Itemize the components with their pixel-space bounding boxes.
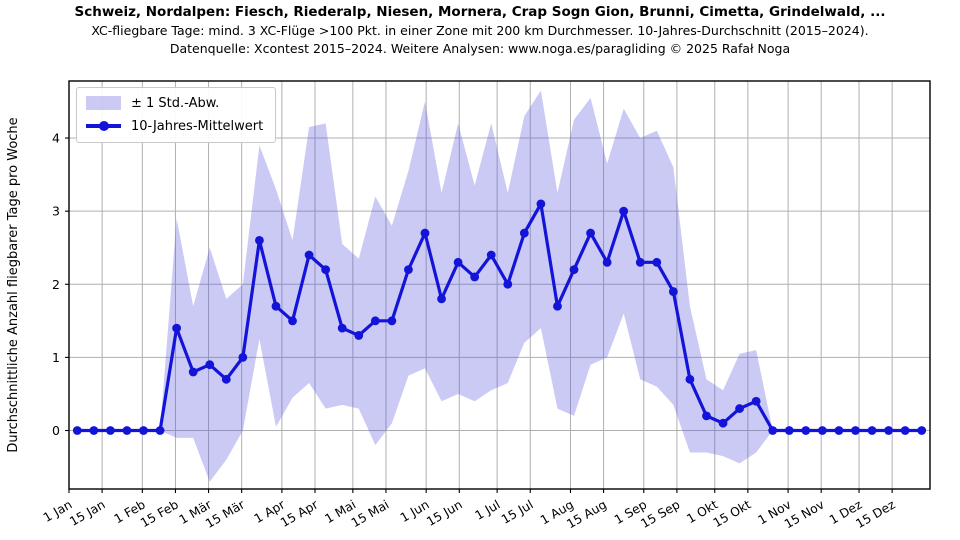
mean-point <box>867 426 877 435</box>
mean-point <box>702 411 711 421</box>
mean-point <box>817 426 827 435</box>
plot-border <box>68 80 931 490</box>
legend-mean-marker-icon <box>98 121 109 131</box>
x-tick-label: 15 Feb <box>138 497 181 530</box>
mean-point <box>519 228 529 238</box>
mean-point <box>718 418 728 428</box>
x-tick-label: 15 Jun <box>424 497 465 529</box>
mean-point <box>288 316 297 326</box>
y-tick-label: 2 <box>52 277 60 292</box>
mean-point <box>172 323 182 333</box>
mean-point <box>486 250 496 260</box>
mean-point <box>635 257 645 267</box>
mean-point <box>404 265 413 275</box>
mean-point <box>536 199 546 209</box>
y-tick-label: 4 <box>52 131 60 146</box>
chart-credit: Datenquelle: Xcontest 2015–2024. Weitere… <box>169 41 791 56</box>
mean-point <box>503 279 513 289</box>
legend-mean-label: 10-Jahres-Mittelwert <box>131 118 264 134</box>
mean-point <box>72 426 82 435</box>
mean-point <box>370 316 380 326</box>
mean-point <box>586 228 595 238</box>
mean-point <box>105 426 115 435</box>
mean-point <box>652 257 662 267</box>
mean-point <box>553 301 562 311</box>
x-tick-label: 15 Apr <box>278 497 321 530</box>
y-tick-label: 0 <box>52 423 60 438</box>
mean-point <box>304 250 314 260</box>
y-axis-label: Durchschnittliche Anzahl fliegbarer Tage… <box>6 117 21 452</box>
mean-point <box>420 228 430 238</box>
mean-point <box>851 426 860 435</box>
mean-point <box>685 374 695 384</box>
mean-point <box>437 294 446 304</box>
x-tick-label: 15 Okt <box>711 497 754 530</box>
mean-point <box>751 396 761 406</box>
mean-point <box>602 257 612 267</box>
x-tick-label: 15 Jan <box>67 497 107 528</box>
mean-point <box>801 426 811 435</box>
std-band <box>77 90 922 482</box>
mean-point <box>238 352 248 362</box>
mean-point <box>139 426 148 435</box>
x-tick-label: 1 Jul <box>473 497 503 522</box>
legend: ± 1 Std.-Abw. 10-Jahres-Mittelwert <box>76 87 277 143</box>
legend-band-row: ± 1 Std.-Abw. <box>86 93 263 113</box>
mean-point <box>387 316 397 326</box>
mean-point <box>569 265 579 275</box>
mean-point <box>188 367 198 377</box>
mean-point <box>470 272 480 282</box>
legend-band-swatch <box>86 96 121 110</box>
mean-point <box>122 426 132 435</box>
mean-point <box>89 426 99 435</box>
mean-point <box>784 426 794 435</box>
mean-point <box>271 301 281 311</box>
mean-point <box>735 404 744 413</box>
x-tick-label: 15 Mär <box>203 497 248 531</box>
mean-point <box>354 331 364 340</box>
y-tick-label: 3 <box>52 204 60 219</box>
mean-point <box>768 426 778 435</box>
mean-line <box>77 202 922 433</box>
mean-point <box>834 426 844 435</box>
mean-point <box>668 287 678 296</box>
chart-header: Schweiz, Nordalpen: Fiesch, Riederalp, N… <box>0 3 960 58</box>
mean-point <box>221 374 231 384</box>
mean-point <box>155 426 165 435</box>
chart-subtitle: XC-fliegbare Tage: mind. 3 XC-Flüge >100… <box>91 23 869 38</box>
mean-point <box>205 360 215 370</box>
mean-point <box>884 426 894 435</box>
mean-point <box>619 206 629 216</box>
mean-point <box>337 323 347 333</box>
mean-point <box>321 265 331 275</box>
mean-point <box>453 257 463 267</box>
legend-band-label: ± 1 Std.-Abw. <box>131 95 220 111</box>
legend-mean-row: 10-Jahres-Mittelwert <box>86 116 263 136</box>
x-tick-label: 15 Mai <box>349 497 392 530</box>
x-tick-label: 15 Jul <box>499 497 536 526</box>
chart-title: Schweiz, Nordalpen: Fiesch, Riederalp, N… <box>74 4 886 20</box>
mean-point <box>917 426 927 435</box>
mean-point <box>255 235 264 245</box>
legend-mean-swatch <box>86 121 121 131</box>
mean-point <box>900 426 910 435</box>
y-tick-label: 1 <box>52 350 60 365</box>
